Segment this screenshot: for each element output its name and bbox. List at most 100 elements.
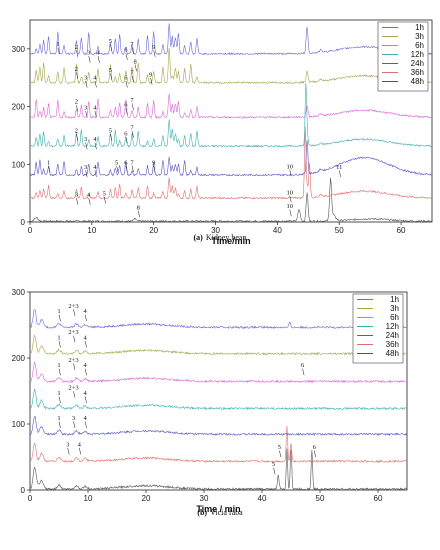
peak-arrow xyxy=(57,47,60,55)
peak-arrow xyxy=(85,80,88,88)
peak-annotation: 5 xyxy=(103,190,106,197)
legend-entry-24h: 24h xyxy=(411,59,424,68)
peak-arrow xyxy=(94,170,97,177)
legend-entry-3h: 3h xyxy=(415,32,424,41)
peak-arrow xyxy=(153,50,156,57)
peak-annotation: 5 xyxy=(278,444,281,451)
peak-annotation: 4 xyxy=(83,362,87,369)
peak-annotation: 6 xyxy=(124,159,128,166)
peak-annotation: 9 xyxy=(152,44,155,51)
legend-entry-3h: 3h xyxy=(390,304,399,313)
legend-entry-24h: 24h xyxy=(386,331,399,340)
peak-arrow xyxy=(84,340,87,348)
peak-arrow xyxy=(94,110,97,118)
series-line-24h xyxy=(30,139,432,177)
peak-annotation: 4 xyxy=(83,335,87,342)
peak-arrow xyxy=(85,142,88,150)
peak-arrow xyxy=(125,136,128,144)
x-tick-label: 0 xyxy=(28,226,33,235)
peak-arrow xyxy=(116,165,119,173)
peak-annotation: 8 xyxy=(134,58,137,65)
peak-annotation: 3 xyxy=(75,192,78,199)
peak-arrow xyxy=(103,196,106,204)
peak-arrow xyxy=(76,198,79,205)
peak-annotation: 2+3 xyxy=(68,329,78,336)
caption-letter: (a) xyxy=(194,233,204,242)
peak-arrow xyxy=(94,142,97,150)
peak-annotation: 4 xyxy=(96,50,100,57)
peak-annotation: 10 xyxy=(287,163,294,170)
peak-annotation: 1 xyxy=(47,159,50,166)
peak-annotation: 7 xyxy=(130,41,134,48)
peak-arrow xyxy=(79,447,82,455)
peak-arrow xyxy=(58,396,61,404)
peak-arrow xyxy=(289,209,292,217)
peak-annotation: 1 xyxy=(57,335,60,342)
peak-arrow xyxy=(76,105,79,112)
legend-entry-1h: 1h xyxy=(415,23,424,32)
peak-arrow xyxy=(73,421,76,429)
peak-annotation: 5 xyxy=(109,38,112,45)
legend-entry-6h: 6h xyxy=(390,313,399,322)
peak-arrow xyxy=(302,368,305,376)
peak-arrow xyxy=(131,103,134,111)
x-tick-label: 10 xyxy=(87,226,96,235)
y-tick-label: 100 xyxy=(12,160,26,169)
peak-annotation: 1 xyxy=(57,308,60,315)
y-tick-label: 300 xyxy=(12,288,26,297)
legend-entry-48h: 48h xyxy=(411,77,424,86)
peak-annotation: 4 xyxy=(83,308,87,315)
peak-arrow xyxy=(88,56,91,63)
legend-entry-12h: 12h xyxy=(386,322,399,331)
legend-entry-48h: 48h xyxy=(386,349,399,358)
x-tick-label: 0 xyxy=(28,494,33,503)
peak-annotation: 7 xyxy=(130,159,134,166)
y-tick-label: 300 xyxy=(12,45,26,54)
peak-annotation: 1 xyxy=(56,41,59,48)
peak-arrow xyxy=(273,467,276,475)
peak-annotation: 3 xyxy=(84,164,87,171)
peak-arrow xyxy=(131,75,134,83)
peak-annotation: 11 xyxy=(336,164,342,171)
peak-arrow xyxy=(125,53,128,60)
peak-annotation: 5 xyxy=(272,461,275,468)
peak-annotation: 5 xyxy=(109,67,112,74)
x-tick-label: 40 xyxy=(273,226,282,235)
x-tick-label: 40 xyxy=(258,494,267,503)
peak-arrow xyxy=(289,195,292,203)
peak-annotation: 1 xyxy=(57,390,60,397)
peak-arrow xyxy=(73,335,76,343)
legend-entry-12h: 12h xyxy=(411,50,424,59)
peak-arrow xyxy=(58,421,61,429)
peak-annotation: 2+3 xyxy=(68,303,78,310)
peak-annotation: 4 xyxy=(93,74,97,81)
peak-annotation: 4 xyxy=(93,164,97,171)
y-tick-label: 200 xyxy=(12,354,26,363)
peak-annotation: 2 xyxy=(75,66,78,73)
series-line-24h xyxy=(30,416,407,437)
plot-frame xyxy=(29,19,433,223)
peak-arrow xyxy=(131,165,134,173)
series-line-12h xyxy=(30,389,407,411)
x-tick-label: 20 xyxy=(142,494,151,503)
peak-annotation: 1 xyxy=(57,415,60,422)
series-line-36h xyxy=(30,126,432,200)
peak-arrow xyxy=(84,421,87,429)
peak-annotation: 3 xyxy=(84,104,87,111)
peak-annotation: 6 xyxy=(124,130,128,137)
peak-arrow xyxy=(84,314,87,322)
x-tick-label: 60 xyxy=(374,494,383,503)
peak-arrow xyxy=(153,165,156,173)
peak-arrow xyxy=(125,165,128,173)
peak-arrow xyxy=(313,450,316,458)
peak-arrow xyxy=(131,131,134,138)
legend-box xyxy=(377,21,429,92)
series-line-1h xyxy=(30,23,432,56)
peak-arrow xyxy=(125,108,128,115)
peak-arrow xyxy=(48,165,51,173)
peak-annotation: 4 xyxy=(83,415,87,422)
x-tick-label: 30 xyxy=(211,226,220,235)
peak-annotation: 4 xyxy=(87,192,91,199)
